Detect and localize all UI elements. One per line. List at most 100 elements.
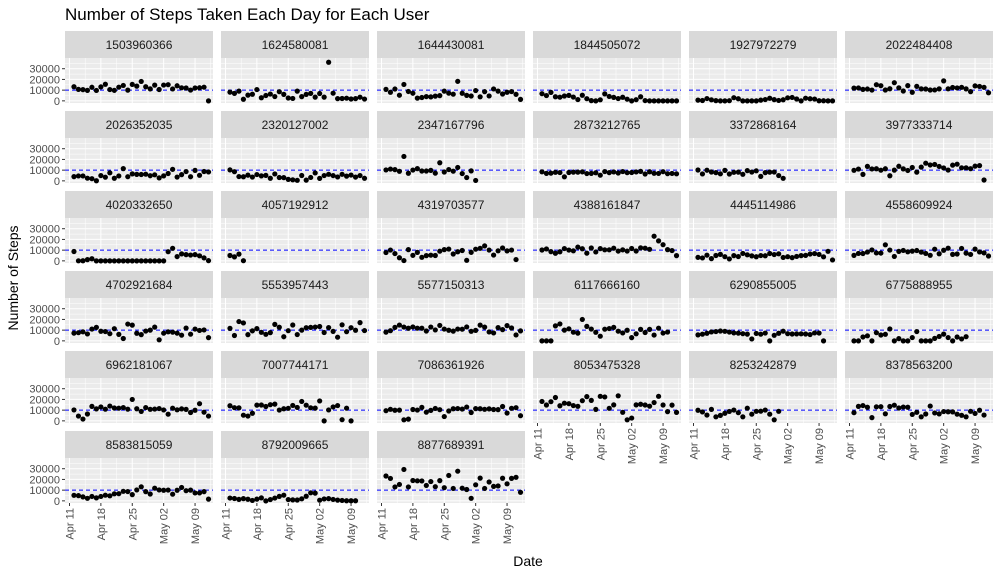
x-tick-label: May 02: [159, 508, 171, 544]
data-point: [107, 258, 113, 264]
data-point: [967, 166, 974, 172]
data-point: [249, 91, 255, 97]
data-point: [927, 338, 933, 344]
data-point: [383, 329, 389, 335]
facet-strip: [533, 31, 681, 58]
data-point: [335, 334, 341, 340]
data-point: [717, 328, 723, 334]
y-tick-label: 10000: [29, 165, 60, 177]
data-point: [491, 483, 497, 489]
x-tick-label: May 02: [471, 508, 483, 544]
data-point: [887, 173, 893, 179]
data-point: [450, 328, 456, 334]
data-point: [89, 493, 95, 500]
data-point: [183, 325, 189, 331]
facet-label: 2320127002: [262, 118, 329, 132]
data-point: [695, 167, 701, 173]
data-point: [726, 171, 732, 177]
data-point: [330, 328, 336, 334]
x-tick-label: Apr 25: [595, 428, 607, 460]
data-point: [647, 246, 653, 252]
data-point: [455, 468, 461, 474]
facet-strip: [65, 351, 213, 378]
data-point: [473, 246, 479, 252]
data-point: [339, 95, 345, 102]
data-point: [240, 174, 247, 180]
data-point: [317, 175, 323, 181]
data-point: [584, 323, 590, 329]
panel-background: [533, 138, 681, 183]
data-point: [860, 334, 866, 340]
y-tick-label: 30000: [29, 384, 60, 396]
data-point: [794, 96, 800, 102]
data-point: [704, 412, 710, 418]
data-point: [299, 327, 305, 333]
facet-label: 8253242879: [730, 358, 797, 372]
data-point: [579, 92, 585, 98]
data-point: [401, 466, 407, 473]
data-point: [780, 97, 786, 103]
data-point: [704, 252, 710, 258]
data-point: [611, 169, 617, 175]
data-point: [267, 330, 273, 336]
data-point: [664, 98, 671, 104]
data-point: [588, 170, 594, 177]
data-point: [740, 98, 746, 104]
data-point: [455, 249, 461, 255]
data-point: [401, 257, 407, 264]
facet-label: 1927972279: [730, 38, 797, 52]
data-point: [348, 498, 354, 504]
data-point: [383, 408, 389, 414]
data-point: [125, 258, 131, 264]
data-point: [767, 250, 773, 257]
data-point: [294, 404, 300, 411]
data-point: [231, 405, 238, 411]
data-point: [143, 404, 149, 411]
data-point: [722, 167, 728, 173]
data-point: [561, 174, 567, 180]
data-point: [432, 170, 438, 176]
data-point: [432, 327, 438, 333]
data-point: [941, 331, 947, 337]
data-point: [513, 91, 519, 97]
data-point: [71, 330, 77, 336]
data-point: [722, 410, 728, 416]
data-point: [744, 405, 750, 411]
data-point: [473, 177, 479, 184]
data-point: [134, 330, 140, 336]
data-point: [722, 328, 728, 334]
data-point: [593, 170, 599, 176]
data-point: [312, 405, 318, 411]
data-point: [134, 487, 140, 493]
data-point: [557, 249, 563, 255]
data-point: [183, 488, 189, 494]
data-point: [829, 98, 836, 104]
facet-label: 4319703577: [418, 198, 485, 212]
facet-label: 3372868164: [730, 118, 797, 132]
data-point: [602, 394, 608, 400]
facet-strip: [65, 271, 213, 298]
data-point: [321, 94, 327, 100]
data-point: [873, 166, 879, 172]
data-point: [161, 407, 167, 413]
data-point: [936, 163, 942, 170]
data-point: [588, 326, 594, 332]
data-point: [959, 336, 965, 342]
data-point: [963, 250, 969, 256]
data-point: [976, 407, 983, 413]
data-point: [548, 89, 554, 95]
data-point: [963, 165, 969, 171]
data-point: [985, 253, 992, 259]
data-point: [566, 247, 572, 253]
data-point: [267, 496, 273, 503]
data-point: [236, 251, 242, 257]
data-point: [299, 172, 305, 179]
data-point: [321, 329, 327, 336]
data-point: [116, 258, 122, 264]
data-point: [731, 169, 737, 175]
facet-label: 7007744171: [262, 358, 329, 372]
data-point: [959, 412, 965, 418]
data-point: [891, 338, 897, 344]
data-point: [963, 414, 969, 420]
data-point: [410, 90, 416, 96]
